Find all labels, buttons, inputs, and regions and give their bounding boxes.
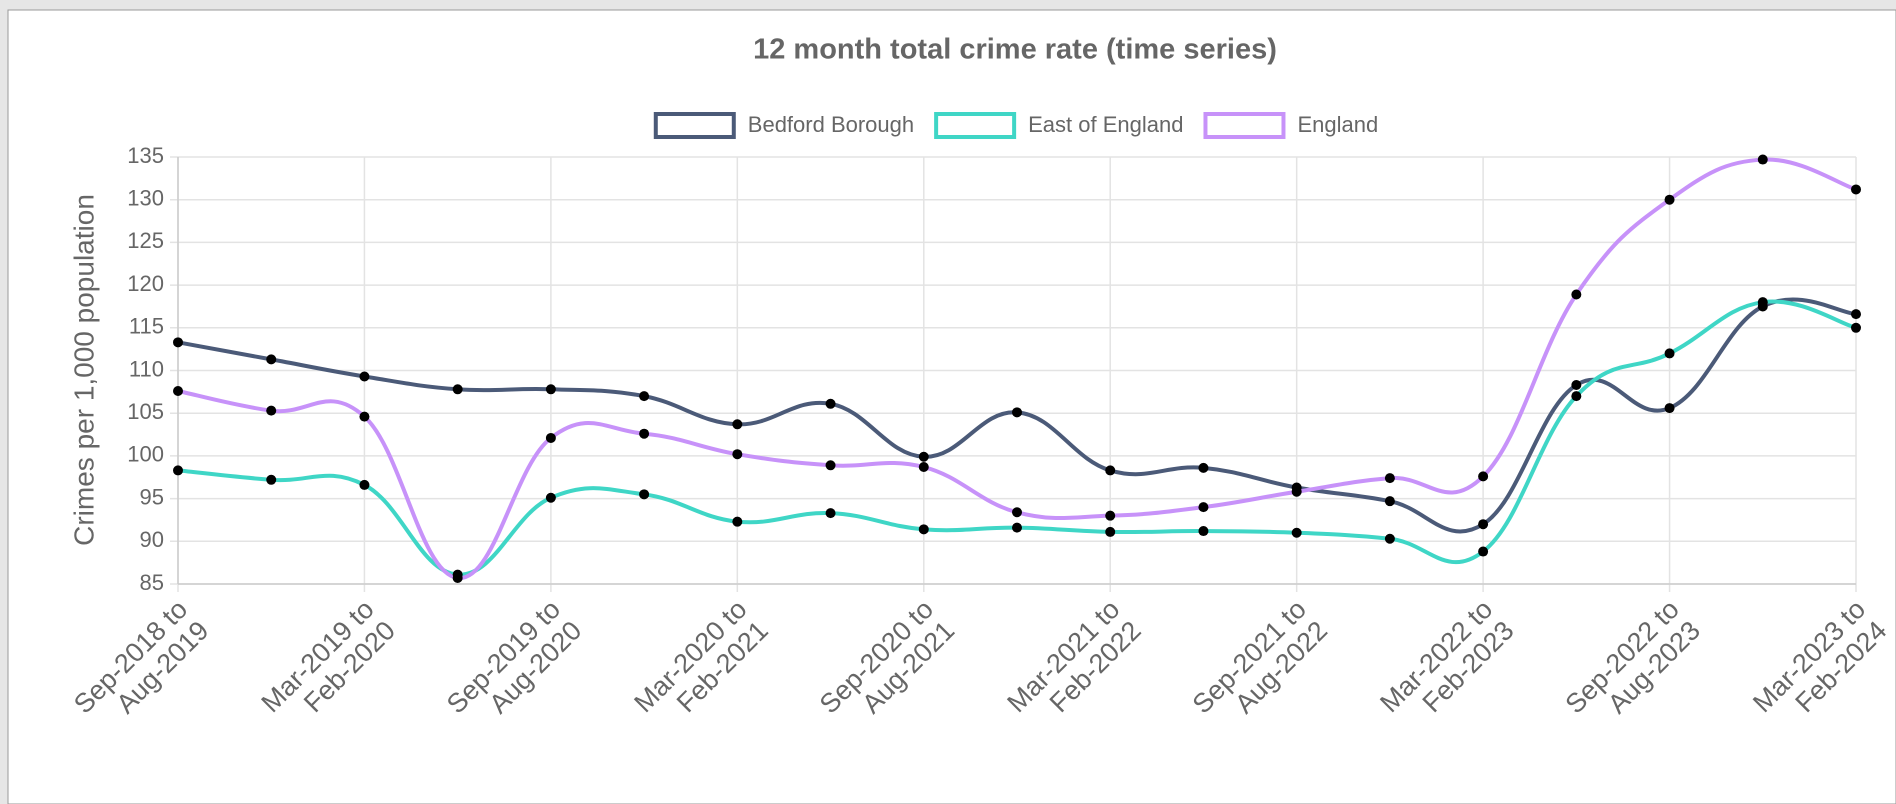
point [825,460,836,471]
point [173,465,183,476]
legend-swatch [934,112,1017,139]
y-tick-label: 90 [140,527,164,552]
y-tick-label: 105 [127,399,164,424]
point [918,524,929,535]
point [1851,309,1861,320]
panel [7,9,1896,804]
point [359,371,370,382]
y-tick-label: 125 [127,228,164,253]
point [1851,322,1861,333]
point [545,492,556,503]
legend: Bedford Borough East of England England [653,112,1378,139]
legend-label: England [1297,112,1378,137]
point [1105,510,1116,521]
point [732,516,743,527]
point [1664,348,1675,359]
legend-label: Bedford Borough [748,112,914,137]
y-tick-label: 95 [140,484,164,509]
point [825,398,836,409]
point [1478,471,1489,482]
point [545,432,556,443]
point [918,451,929,462]
point [1571,380,1582,391]
point [452,384,463,395]
point [1384,473,1395,484]
y-tick-label: 120 [127,271,164,296]
point [918,462,929,473]
point [1012,522,1022,533]
point [1384,533,1395,544]
chart-title: 12 month total crime rate (time series) [753,34,1277,66]
y-tick-label: 135 [127,143,164,168]
point [1012,407,1022,418]
legend-swatch [1203,112,1286,139]
point [1851,184,1861,195]
point [1012,507,1022,518]
point [1478,546,1489,557]
y-tick-label: 130 [127,186,164,211]
point [359,411,370,422]
point [1571,289,1582,300]
point [1291,527,1302,538]
y-tick-label: 110 [129,356,164,381]
point [1198,462,1209,473]
point [1198,502,1209,513]
point [1571,391,1582,402]
point [732,419,743,430]
point [825,508,836,519]
point [639,489,650,500]
point [1664,403,1675,414]
point [266,354,277,365]
point [1664,194,1675,205]
point [1757,154,1768,165]
point [1198,526,1209,537]
point [452,573,463,584]
point [173,337,183,348]
point [732,449,743,460]
point [1105,526,1116,537]
y-axis-label: Crimes per 1,000 population [68,194,99,546]
y-tick-label: 85 [140,570,164,595]
point [266,405,277,416]
point [1478,519,1489,530]
y-tick-label: 115 [129,314,164,339]
point [173,385,183,396]
legend-swatch [653,112,736,139]
point [1757,297,1768,308]
point [639,428,650,439]
point [545,384,556,395]
point [1291,486,1302,497]
point [1105,465,1116,476]
point [639,391,650,402]
point [1384,496,1395,507]
legend-label: East of England [1028,112,1183,137]
point [359,479,370,490]
y-tick-label: 100 [127,442,164,467]
point [266,474,277,485]
